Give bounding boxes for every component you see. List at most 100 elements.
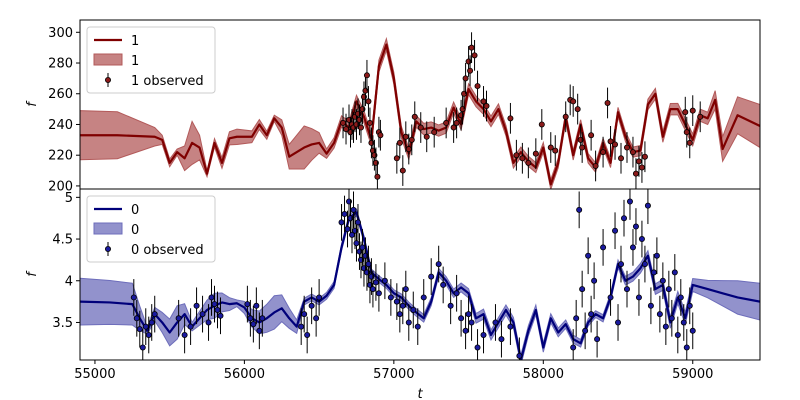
observed-point: [175, 299, 182, 337]
observed-marker: [396, 139, 403, 146]
observed-point: [594, 320, 601, 358]
legend-observed-label: 1 observed: [131, 74, 204, 89]
y-axis-label: f: [25, 100, 40, 107]
y-axis-label: f: [25, 270, 40, 277]
observed-point: [629, 229, 636, 266]
observed-marker: [405, 319, 412, 326]
observed-marker: [187, 323, 194, 330]
observed-marker: [145, 331, 152, 338]
observed-point: [393, 142, 400, 174]
observed-marker: [683, 129, 690, 136]
observed-marker: [447, 302, 454, 309]
observed-marker: [405, 146, 412, 153]
observed-marker: [525, 159, 532, 166]
observed-marker: [513, 152, 520, 159]
observed-marker: [256, 327, 263, 334]
observed-point: [629, 136, 636, 168]
observed-point: [665, 270, 672, 308]
observed-point: [674, 316, 681, 354]
observed-point: [181, 316, 188, 354]
x-tick-label: 59000: [672, 367, 713, 382]
observed-marker: [136, 326, 143, 333]
observed-marker: [579, 144, 586, 151]
observed-point: [193, 287, 200, 325]
observed-marker: [450, 124, 457, 131]
observed-marker: [629, 244, 636, 251]
observed-point: [130, 279, 137, 316]
legend-point-swatch: [105, 245, 112, 252]
observed-marker: [647, 302, 654, 309]
observed-point: [374, 161, 381, 189]
observed-marker: [659, 277, 666, 284]
observed-marker: [623, 286, 630, 293]
observed-marker: [585, 252, 592, 259]
observed-point: [468, 304, 475, 341]
observed-marker: [133, 315, 140, 322]
observed-marker: [440, 281, 447, 288]
observed-marker: [414, 323, 421, 330]
observed-marker: [492, 319, 499, 326]
observed-marker: [359, 244, 366, 251]
observed-point: [417, 112, 424, 143]
observed-marker: [304, 331, 311, 338]
observed-point: [689, 312, 696, 350]
observed-marker: [402, 133, 409, 140]
observed-marker: [686, 139, 693, 146]
observed-marker: [139, 344, 146, 351]
observed-marker: [635, 158, 642, 165]
y-tick-label: 5: [65, 191, 73, 206]
observed-marker: [393, 298, 400, 305]
observed-marker: [217, 312, 224, 319]
observed-point: [677, 279, 684, 316]
observed-marker: [662, 323, 669, 330]
observed-point: [402, 121, 409, 153]
observed-marker: [671, 269, 678, 276]
observed-point: [136, 310, 143, 348]
observed-point: [357, 112, 364, 143]
observed-marker: [623, 144, 630, 151]
observed-marker: [313, 315, 320, 322]
x-tick-label: 58000: [523, 367, 564, 382]
legend-line-label: 1: [131, 34, 139, 49]
x-tick-label: 57000: [373, 367, 414, 382]
observed-marker: [381, 277, 388, 284]
y-tick-label: 200: [48, 179, 73, 194]
legend-band-swatch: [93, 53, 123, 66]
legend-point-swatch: [105, 77, 112, 84]
observed-marker: [576, 206, 583, 213]
observed-marker: [363, 72, 370, 79]
observed-marker: [618, 155, 625, 162]
axes-frame: [79, 188, 761, 361]
y-tick-label: 220: [48, 149, 73, 164]
observed-point: [377, 119, 384, 151]
observed-marker: [674, 331, 681, 338]
observed-point: [532, 138, 539, 170]
observed-point: [615, 304, 622, 341]
observed-marker: [641, 261, 648, 268]
observed-point: [399, 287, 406, 325]
observed-marker: [458, 315, 465, 322]
observed-marker: [354, 219, 361, 226]
observed-marker: [211, 301, 218, 308]
observed-marker: [682, 109, 689, 116]
observed-marker: [375, 290, 382, 297]
observed-point: [453, 107, 460, 139]
observed-point: [686, 287, 693, 325]
observed-marker: [369, 286, 376, 293]
observed-point: [142, 308, 149, 345]
observed-point: [552, 135, 559, 166]
observed-point: [653, 237, 660, 275]
observed-marker: [483, 103, 490, 110]
y-tick-label: 240: [48, 118, 73, 133]
observed-point: [480, 316, 487, 354]
model-line-0: [80, 211, 760, 360]
observed-marker: [408, 136, 415, 143]
observed-point: [250, 305, 257, 343]
observed-marker: [668, 315, 675, 322]
observed-point: [638, 220, 645, 258]
observed-point: [641, 245, 648, 283]
observed-point: [623, 132, 630, 163]
observed-point: [396, 295, 403, 333]
legend-band-swatch: [93, 222, 123, 235]
y-tick-label: 280: [48, 57, 73, 72]
